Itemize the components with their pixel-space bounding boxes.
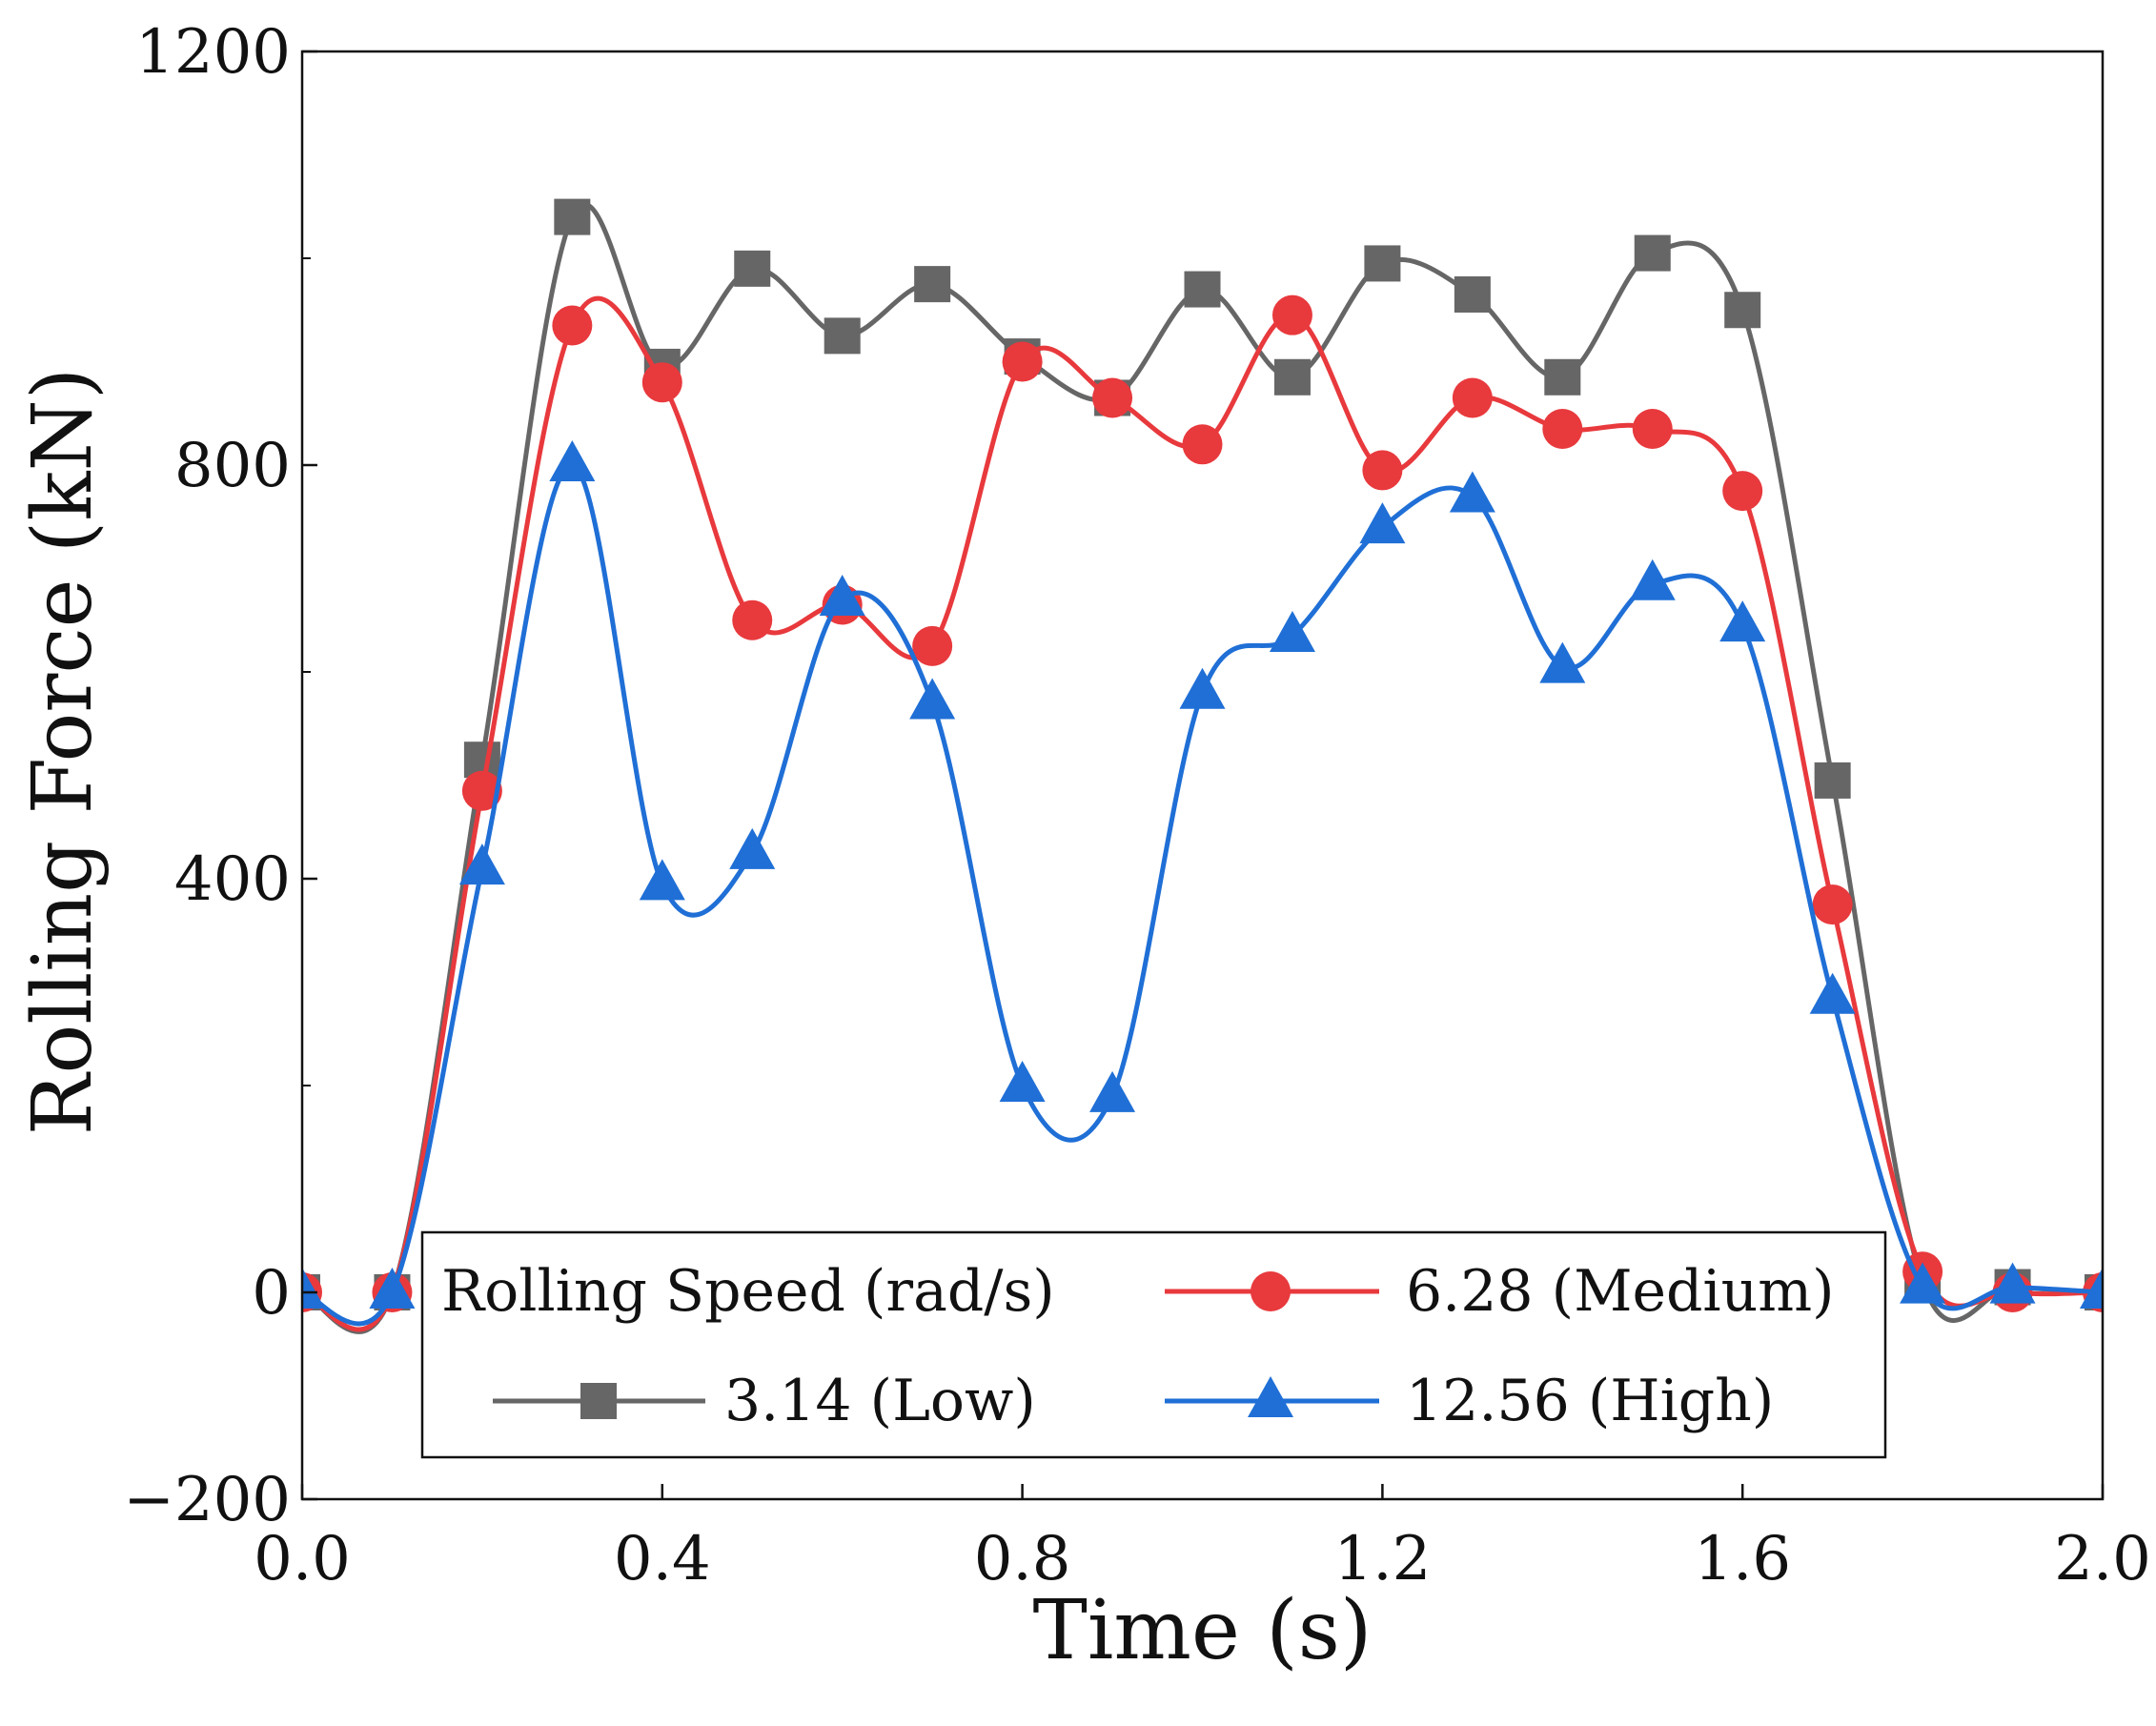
data-point [912,625,953,666]
data-point [2080,1268,2103,1309]
data-point [1632,409,1673,450]
x-tick-label: 0.8 [974,1524,1071,1594]
y-tick-label: 0 [252,1258,291,1329]
data-point [1719,600,1766,642]
data-point [732,599,773,640]
data-point [1722,471,1763,512]
data-point [1002,341,1043,382]
x-tick-label: 0.4 [614,1524,711,1594]
data-point [909,678,956,720]
legend-title: Rolling Speed (rad/s) [441,1258,1055,1325]
data-point [1449,471,1495,513]
y-tick-label: 400 [174,844,291,915]
data-point [1539,641,1586,683]
data-point [1814,761,1851,799]
legend-marker [1251,1271,1291,1311]
data-point [1269,611,1315,653]
y-tick-label: −200 [123,1465,291,1535]
legend-label: 6.28 (Medium) [1406,1258,1835,1325]
data-point [1629,558,1676,600]
plot-frame [300,50,2105,1501]
y-tick-label: 800 [174,431,291,501]
x-tick-label: 0.0 [254,1524,351,1594]
data-point [1182,424,1223,465]
data-point [729,827,776,869]
legend-label: 12.56 (High) [1406,1368,1774,1434]
data-point [1364,245,1401,282]
data-point [639,859,685,901]
data-point [1809,972,1856,1014]
data-point [1542,409,1583,450]
legend-marker [580,1383,617,1419]
data-point [1812,884,1853,925]
legend-entry: 12.56 (High) [1165,1368,1774,1434]
data-point [1544,358,1581,396]
data-point [369,1268,416,1309]
data-point [1900,1262,1946,1304]
data-point [458,843,505,885]
data-point [1092,377,1133,418]
y-tick-label: 1200 [135,17,291,88]
x-tick-label: 1.2 [1334,1524,1432,1594]
data-point [914,266,951,303]
data-point [1271,294,1312,335]
data-point [641,362,682,403]
data-point [1184,271,1221,308]
data-point [1989,1262,2036,1304]
legend-marker [1248,1376,1293,1417]
data-point [824,317,861,355]
data-point [461,770,502,811]
series-line [302,295,2103,1332]
x-tick-label: 1.6 [1694,1524,1791,1594]
data-point [999,1061,1046,1102]
axes-layer: 0.0 0.4 0.8 1.2 1.6 2.0 −200 0 400 800 1200 Time (s… [15,17,2151,1678]
data-point [1273,358,1311,396]
data-point [819,575,865,617]
data-point [1179,667,1226,709]
y-axis-label: Rolling Force (kN) [15,368,111,1136]
data-point [1089,1070,1136,1112]
x-tick-label: 2.0 [2054,1524,2151,1594]
legend-label: 3.14 (Low) [724,1368,1036,1434]
legend-box [420,1230,1887,1459]
legend: Rolling Speed (rad/s) 6.28 (Medium) 3.14 (… [420,1230,1887,1459]
data-point [1359,502,1406,544]
x-axis-label: Time (s) [1033,1583,1373,1678]
legend-entry: 3.14 (Low) [493,1368,1036,1434]
data-point [1362,450,1403,491]
data-point [1634,234,1671,272]
data-point [302,1268,325,1309]
data-point [552,305,593,346]
data-point [554,198,591,235]
data-point [1452,377,1493,418]
legend-entry: 6.28 (Medium) [1165,1258,1835,1325]
data-point [549,440,596,481]
data-point [734,250,771,287]
data-point [1724,292,1761,329]
series-layer [302,198,2103,1334]
series-triangle [302,440,2103,1327]
data-point [1454,275,1491,313]
